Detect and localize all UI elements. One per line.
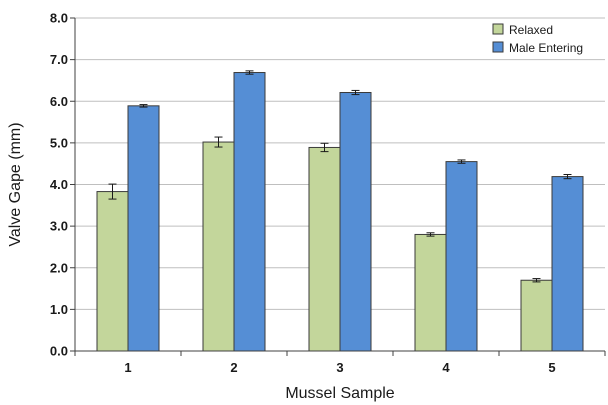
x-tick-label: 4: [442, 360, 450, 375]
y-tick-label: 0.0: [50, 344, 68, 359]
legend-swatch-relaxed: [492, 23, 504, 35]
bar-male-entering-5: [551, 176, 584, 352]
x-tick-label: 5: [548, 360, 555, 375]
y-tick-label: 1.0: [50, 302, 68, 317]
bar-relaxed-3: [308, 146, 341, 352]
bar-male-entering-1: [127, 105, 160, 352]
y-tick-label: 5.0: [50, 135, 68, 150]
bars: [96, 72, 584, 352]
bar-relaxed-1: [96, 191, 129, 352]
bar-male-entering-2: [233, 72, 266, 352]
y-tick-label: 4.0: [50, 177, 68, 192]
y-tick-label: 3.0: [50, 219, 68, 234]
legend-swatch-male-entering: [492, 41, 504, 53]
legend-label-male-entering: Male Entering: [509, 41, 583, 55]
x-tick-label: 1: [124, 360, 131, 375]
x-tick-label: 3: [336, 360, 343, 375]
y-tick-label: 6.0: [50, 94, 68, 109]
x-tick-label: 2: [230, 360, 237, 375]
y-tick-labels: 0.0 1.0 2.0 3.0 4.0 5.0 6.0 7.0 8.0: [50, 11, 75, 359]
bar-male-entering-4: [445, 161, 478, 352]
legend: Relaxed Male Entering: [492, 23, 583, 55]
y-axis-title: Valve Gape (mm): [7, 122, 24, 246]
y-tick-label: 2.0: [50, 260, 68, 275]
y-tick-label: 8.0: [50, 11, 68, 26]
bar-relaxed-4: [414, 233, 447, 352]
x-tick-labels: 1 2 3 4 5: [74, 351, 606, 375]
y-tick-label: 7.0: [50, 52, 68, 67]
x-axis-title: Mussel Sample: [285, 385, 394, 402]
bar-male-entering-3: [339, 92, 372, 352]
legend-label-relaxed: Relaxed: [509, 23, 553, 37]
bar-relaxed-2: [202, 141, 235, 352]
error-bars: [108, 70, 572, 283]
bar-relaxed-5: [520, 279, 553, 352]
